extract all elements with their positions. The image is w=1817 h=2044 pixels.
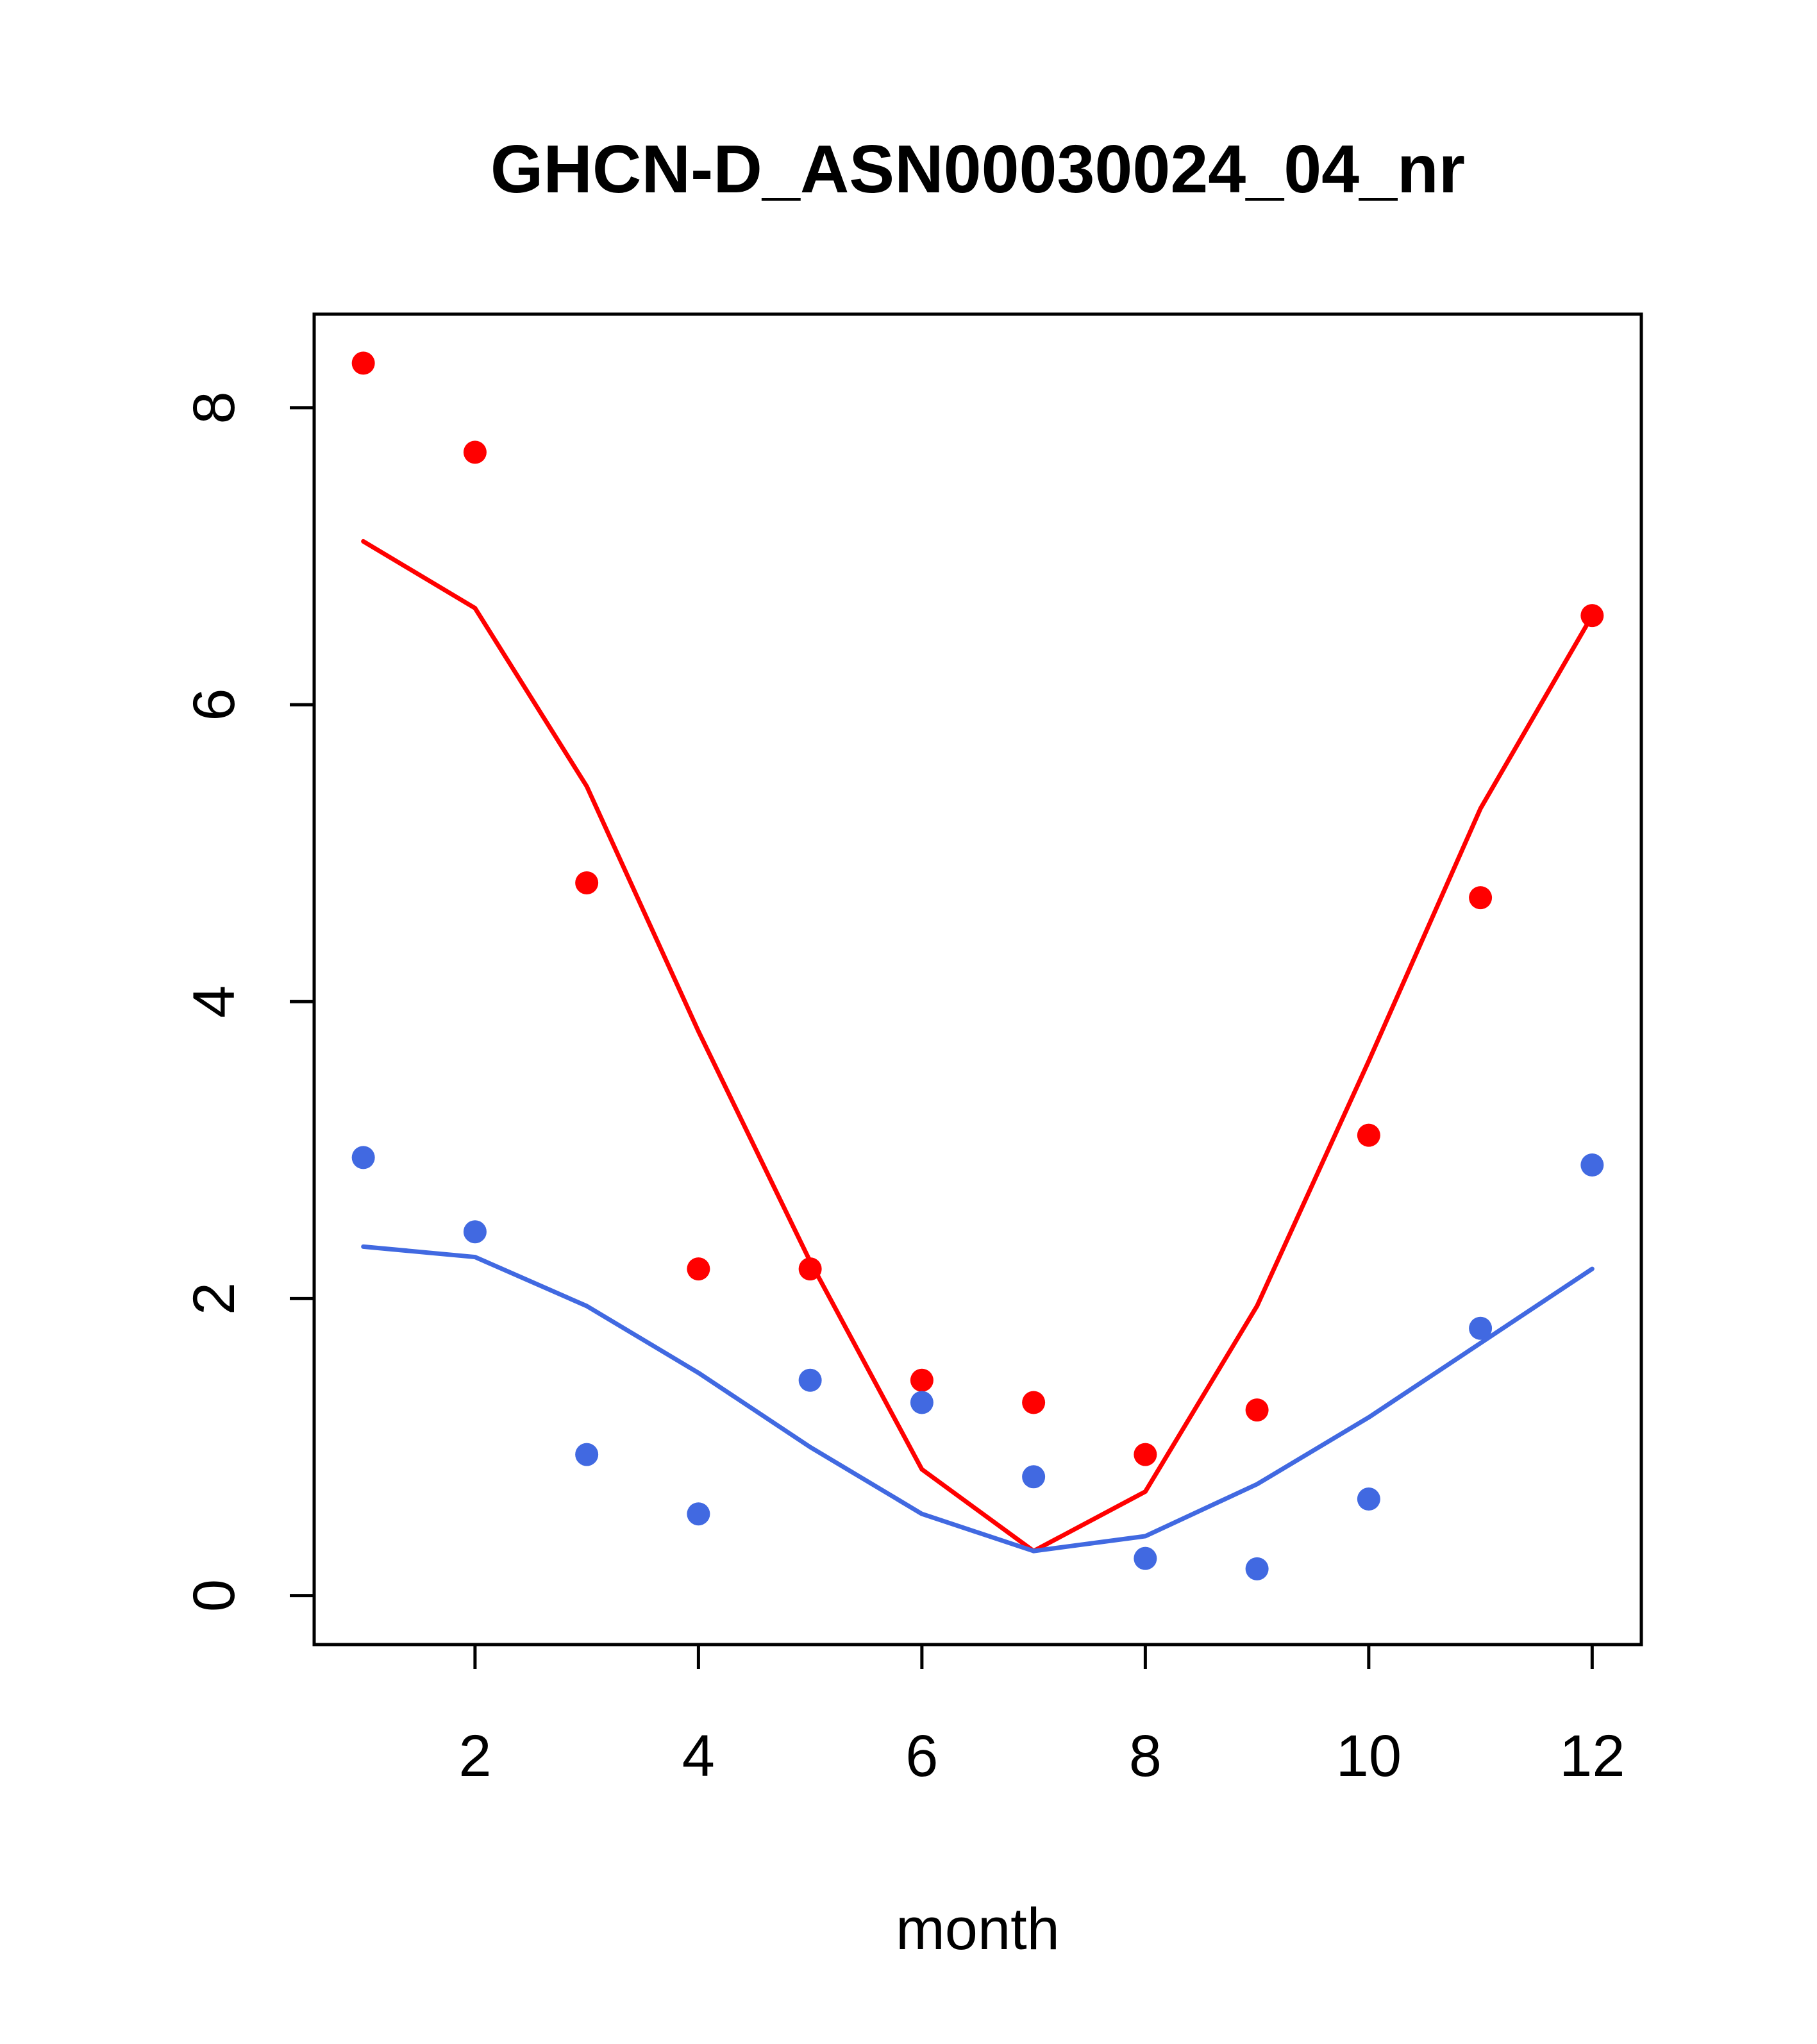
x-tick-label: 6 <box>905 1723 938 1789</box>
red-points-marker <box>1022 1391 1046 1414</box>
plot-border <box>312 312 1643 1646</box>
blue-points-marker <box>1134 1546 1157 1570</box>
y-tick-label: 6 <box>181 688 247 721</box>
y-axis: 0 2 4 6 8 <box>181 391 314 1612</box>
x-axis-label: month <box>896 1897 1060 1962</box>
red-points-marker <box>1357 1123 1380 1147</box>
x-axis: 2 4 6 8 10 12 <box>458 1645 1625 1789</box>
blue-points-marker <box>1022 1465 1046 1489</box>
series-layer <box>351 351 1604 1580</box>
red-points-marker <box>575 871 599 894</box>
blue-points-marker <box>351 1146 375 1169</box>
x-tick-label: 2 <box>458 1723 491 1789</box>
red-points-marker <box>910 1368 934 1392</box>
chart-title: GHCN-D_ASN00030024_04_nr <box>490 131 1465 207</box>
red-points-marker <box>1580 604 1604 628</box>
x-tick-label: 4 <box>682 1723 715 1789</box>
y-tick-label: 8 <box>181 391 247 424</box>
y-tick-label: 4 <box>181 985 247 1018</box>
x-tick-label: 8 <box>1129 1723 1162 1789</box>
blue-points-marker <box>1357 1487 1380 1511</box>
blue-points-marker <box>687 1502 710 1526</box>
red-points-marker <box>687 1257 710 1281</box>
blue-points-marker <box>1580 1153 1604 1177</box>
red-points-marker <box>463 440 487 464</box>
red-points-marker <box>1469 886 1493 910</box>
blue-points-marker <box>910 1391 934 1414</box>
red-points-marker <box>351 351 375 375</box>
x-tick-label: 12 <box>1559 1723 1625 1789</box>
blue-points-marker <box>1245 1557 1269 1580</box>
blue-points-marker <box>463 1220 487 1244</box>
red-points-marker <box>1245 1398 1269 1422</box>
blue-points-marker <box>1469 1316 1493 1340</box>
red-points-marker <box>1134 1443 1157 1466</box>
red-line <box>361 539 1595 1554</box>
blue-line <box>361 1244 1595 1554</box>
x-tick-label: 10 <box>1336 1723 1402 1789</box>
blue-points-marker <box>575 1443 599 1466</box>
blue-points-marker <box>798 1368 822 1392</box>
red-points-marker <box>798 1257 822 1281</box>
y-tick-label: 0 <box>181 1579 247 1612</box>
y-tick-label: 2 <box>181 1282 247 1315</box>
